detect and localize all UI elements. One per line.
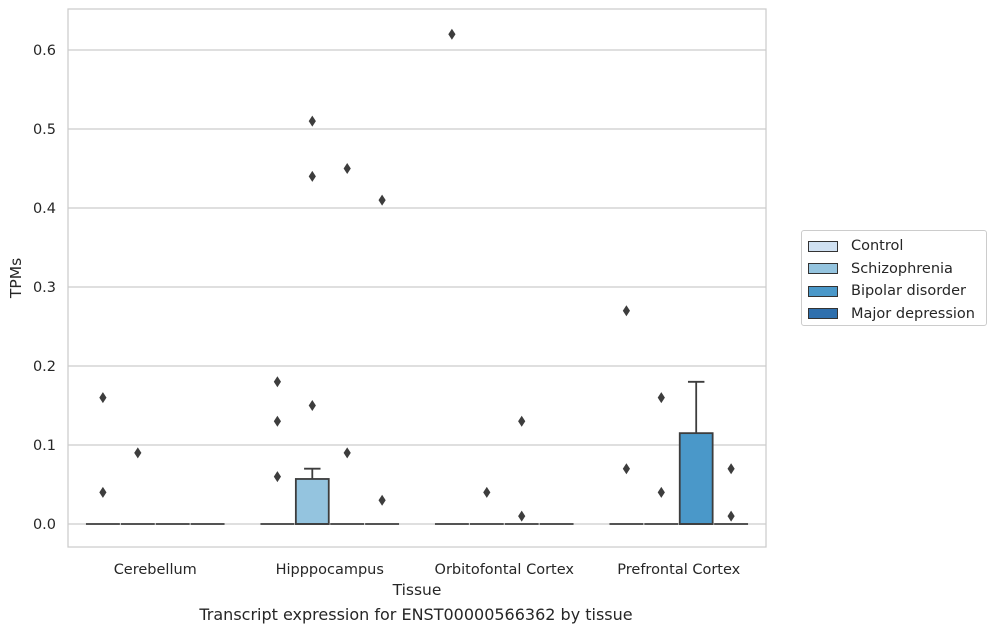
legend-item-control: Control	[808, 235, 986, 258]
legend-swatch	[808, 263, 838, 275]
x-tick-label: Hipppocampus	[276, 562, 384, 578]
outlier-point	[518, 510, 526, 522]
outlier-point	[448, 28, 456, 40]
legend-swatch	[808, 285, 838, 297]
outlier-point	[308, 115, 316, 127]
y-tick-label: 0.3	[33, 280, 56, 296]
outlier-point	[622, 305, 630, 317]
y-tick-labels: 0.0 0.1 0.2 0.3 0.4 0.5 0.6	[33, 43, 56, 533]
outlier-point	[134, 447, 142, 459]
outlier-point	[727, 510, 735, 522]
box-body	[678, 432, 714, 525]
x-tick-label: Orbitofontal Cortex	[435, 562, 575, 578]
outlier-point	[99, 486, 107, 498]
boxes	[85, 380, 749, 525]
y-tick-label: 0.5	[33, 122, 56, 138]
outlier-point	[657, 486, 665, 498]
box	[678, 380, 714, 525]
legend-label: Bipolar disorder	[851, 283, 966, 300]
x-axis-label: Tissue	[392, 581, 442, 599]
y-tick-label: 0.2	[33, 359, 56, 375]
legend: Control Schizophrenia Bipolar disorder M…	[801, 230, 987, 326]
legend-swatch	[808, 240, 838, 252]
outlier-point	[518, 415, 526, 427]
legend-item-schizophrenia: Schizophrenia	[808, 258, 986, 281]
outlier-point	[343, 447, 351, 459]
legend-swatch	[808, 308, 838, 320]
legend-item-bipolar-disorder: Bipolar disorder	[808, 280, 986, 303]
y-tick-label: 0.4	[33, 201, 56, 217]
outlier-point	[483, 486, 491, 498]
y-tick-label: 0.6	[33, 43, 56, 59]
outlier-point	[378, 194, 386, 206]
y-axis-label: TPMs	[7, 258, 25, 299]
legend-label: Schizophrenia	[851, 260, 953, 277]
outlier-point	[343, 163, 351, 174]
y-tick-label: 0.1	[33, 438, 56, 454]
outlier-point	[273, 376, 281, 388]
outlier-point	[273, 415, 281, 427]
outlier-point	[99, 392, 107, 404]
outlier-points	[99, 28, 735, 522]
outlier-point	[657, 392, 665, 404]
legend-item-major-depression: Major depression	[808, 303, 986, 326]
outlier-point	[308, 170, 316, 182]
outlier-point	[622, 463, 630, 475]
legend-label: Control	[851, 238, 904, 255]
box-body	[294, 478, 330, 525]
x-tick-label: Prefrontal Cortex	[617, 562, 740, 578]
y-tick-label: 0.0	[33, 517, 56, 533]
x-tick-labels: Cerebellum Hipppocampus Orbitofontal Corte…	[114, 562, 741, 578]
plot-area	[67, 8, 767, 548]
x-tick-label: Cerebellum	[114, 562, 197, 578]
outlier-point	[378, 494, 386, 506]
outlier-point	[727, 463, 735, 475]
legend-label: Major depression	[851, 305, 975, 322]
box	[294, 467, 330, 525]
outlier-point	[308, 400, 316, 411]
chart-caption: Transcript expression for ENST0000056636…	[199, 605, 633, 624]
outlier-point	[273, 471, 281, 483]
